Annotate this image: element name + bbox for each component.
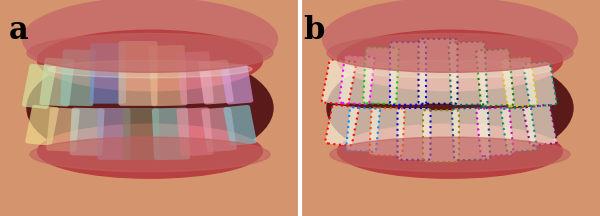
FancyBboxPatch shape — [90, 43, 126, 104]
Ellipse shape — [27, 33, 273, 72]
Ellipse shape — [27, 52, 273, 164]
FancyBboxPatch shape — [97, 108, 131, 160]
Ellipse shape — [337, 124, 563, 178]
Ellipse shape — [327, 52, 573, 164]
FancyBboxPatch shape — [176, 51, 214, 104]
FancyBboxPatch shape — [501, 57, 537, 107]
FancyBboxPatch shape — [449, 42, 487, 105]
FancyBboxPatch shape — [60, 49, 96, 106]
FancyBboxPatch shape — [70, 108, 104, 156]
FancyBboxPatch shape — [523, 105, 557, 146]
Ellipse shape — [48, 60, 252, 78]
FancyBboxPatch shape — [340, 56, 374, 104]
FancyBboxPatch shape — [201, 107, 237, 152]
FancyBboxPatch shape — [523, 62, 557, 107]
Ellipse shape — [23, 0, 277, 80]
Ellipse shape — [337, 30, 563, 91]
FancyBboxPatch shape — [152, 108, 190, 160]
Ellipse shape — [37, 124, 263, 178]
FancyBboxPatch shape — [22, 64, 56, 109]
FancyBboxPatch shape — [325, 105, 359, 146]
FancyBboxPatch shape — [452, 108, 490, 160]
FancyBboxPatch shape — [476, 49, 514, 106]
FancyBboxPatch shape — [223, 105, 257, 146]
FancyBboxPatch shape — [476, 107, 514, 156]
FancyBboxPatch shape — [40, 58, 74, 106]
FancyBboxPatch shape — [322, 60, 356, 105]
FancyBboxPatch shape — [149, 45, 187, 106]
FancyBboxPatch shape — [398, 108, 431, 160]
FancyBboxPatch shape — [123, 108, 159, 160]
Ellipse shape — [37, 30, 263, 91]
FancyBboxPatch shape — [501, 107, 537, 152]
Text: a: a — [9, 15, 29, 46]
FancyBboxPatch shape — [363, 47, 399, 104]
Ellipse shape — [327, 33, 573, 72]
FancyBboxPatch shape — [390, 42, 426, 105]
Ellipse shape — [330, 137, 570, 172]
FancyBboxPatch shape — [370, 108, 404, 156]
Ellipse shape — [348, 60, 552, 78]
FancyBboxPatch shape — [423, 110, 459, 162]
Ellipse shape — [0, 152, 300, 216]
FancyBboxPatch shape — [198, 60, 234, 105]
FancyBboxPatch shape — [419, 39, 458, 104]
Ellipse shape — [300, 152, 600, 216]
FancyBboxPatch shape — [176, 107, 214, 156]
Ellipse shape — [323, 0, 577, 80]
FancyBboxPatch shape — [25, 105, 59, 146]
FancyBboxPatch shape — [46, 107, 80, 152]
Text: b: b — [303, 15, 325, 46]
FancyBboxPatch shape — [346, 107, 380, 152]
FancyBboxPatch shape — [119, 41, 157, 106]
Ellipse shape — [30, 137, 270, 172]
FancyBboxPatch shape — [221, 64, 253, 105]
